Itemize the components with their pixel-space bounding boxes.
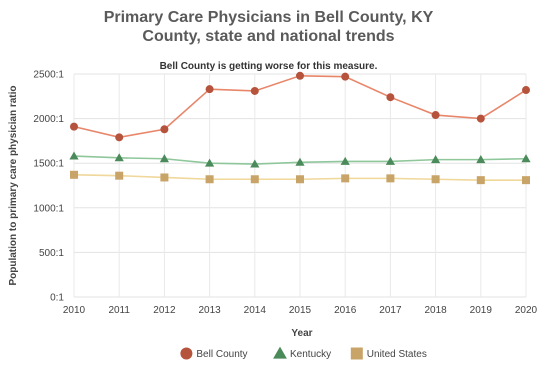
data-point[interactable] bbox=[160, 125, 169, 134]
data-point[interactable] bbox=[431, 175, 440, 184]
series-1 bbox=[69, 151, 531, 168]
data-point[interactable] bbox=[476, 155, 486, 164]
data-point[interactable] bbox=[115, 133, 124, 142]
y-axis-title: Population to primary care physician rat… bbox=[8, 85, 19, 285]
y-tick-label: 500:1 bbox=[39, 248, 64, 259]
data-point[interactable] bbox=[340, 156, 350, 165]
data-point[interactable] bbox=[431, 111, 440, 120]
data-point[interactable] bbox=[250, 86, 259, 95]
chart-subtitle: Bell County is getting worse for this me… bbox=[159, 61, 378, 72]
x-tick-label: 2014 bbox=[244, 305, 267, 316]
y-tick-label: 0:1 bbox=[50, 293, 64, 304]
chart-title-line-1: Primary Care Physicians in Bell County, … bbox=[103, 9, 434, 26]
x-tick-label: 2018 bbox=[424, 305, 447, 316]
data-point[interactable] bbox=[159, 154, 169, 163]
x-tick-label: 2012 bbox=[153, 305, 176, 316]
y-tick-label: 1000:1 bbox=[33, 203, 64, 214]
data-point[interactable] bbox=[341, 72, 350, 81]
data-point[interactable] bbox=[70, 122, 78, 131]
data-point[interactable] bbox=[295, 157, 305, 166]
data-point[interactable] bbox=[386, 93, 395, 102]
legend-label: Kentucky bbox=[290, 349, 331, 360]
data-point[interactable] bbox=[250, 175, 259, 184]
legend[interactable]: Bell County Kentucky United States bbox=[180, 346, 427, 361]
data-point[interactable] bbox=[476, 176, 485, 185]
legend-item-2[interactable]: United States bbox=[350, 347, 427, 361]
data-point[interactable] bbox=[250, 159, 260, 168]
x-tick-label: 2011 bbox=[108, 305, 130, 316]
x-tick-label: 2015 bbox=[289, 305, 312, 316]
x-axis-title: Year bbox=[291, 328, 312, 339]
data-point[interactable] bbox=[386, 174, 395, 183]
data-series bbox=[69, 71, 531, 185]
data-point[interactable] bbox=[521, 154, 531, 163]
data-point[interactable] bbox=[385, 156, 395, 165]
x-tick-label: 2013 bbox=[198, 305, 221, 316]
data-point[interactable] bbox=[205, 175, 214, 184]
data-point[interactable] bbox=[476, 114, 485, 123]
y-tick-label: 1500:1 bbox=[33, 159, 64, 170]
data-point[interactable] bbox=[115, 171, 124, 180]
data-point[interactable] bbox=[341, 174, 350, 183]
legend-item-0[interactable]: Bell County bbox=[180, 347, 248, 361]
data-point[interactable] bbox=[522, 86, 530, 95]
data-point[interactable] bbox=[70, 170, 78, 179]
data-point[interactable] bbox=[205, 158, 215, 167]
y-axis-ticks: 0:1 500:1 1000:1 1500:1 2000:1 2500:1 bbox=[33, 70, 64, 304]
x-tick-label: 2016 bbox=[334, 305, 357, 316]
legend-item-1[interactable]: Kentucky bbox=[273, 346, 331, 360]
legend-label: United States bbox=[367, 349, 427, 360]
x-tick-label: 2019 bbox=[470, 305, 493, 316]
series-2 bbox=[70, 170, 530, 185]
legend-marker[interactable] bbox=[273, 346, 287, 359]
data-point[interactable] bbox=[296, 71, 304, 80]
data-point[interactable] bbox=[431, 155, 441, 164]
series-0 bbox=[70, 71, 530, 142]
x-tick-label: 2017 bbox=[379, 305, 402, 316]
data-point[interactable] bbox=[205, 85, 214, 94]
y-tick-label: 2500:1 bbox=[33, 70, 64, 81]
data-point[interactable] bbox=[160, 173, 169, 182]
data-point[interactable] bbox=[114, 153, 124, 162]
data-point[interactable] bbox=[522, 176, 530, 185]
data-point[interactable] bbox=[69, 151, 79, 160]
x-tick-label: 2010 bbox=[63, 305, 86, 316]
grid-lines bbox=[73, 73, 527, 298]
chart-title: Primary Care Physicians in Bell County, … bbox=[0, 8, 537, 46]
data-point[interactable] bbox=[296, 175, 304, 184]
legend-marker[interactable] bbox=[350, 347, 363, 360]
x-axis-ticks: 2010 2011 2012 2013 2014 2015 2016 2017 2018 2019… bbox=[63, 305, 537, 316]
legend-label: Bell County bbox=[196, 349, 247, 360]
y-tick-label: 2000:1 bbox=[33, 114, 64, 125]
x-tick-label: 2020 bbox=[515, 305, 537, 316]
legend-marker[interactable] bbox=[180, 347, 193, 360]
chart-title-line-2: County, state and national trends bbox=[142, 28, 395, 45]
